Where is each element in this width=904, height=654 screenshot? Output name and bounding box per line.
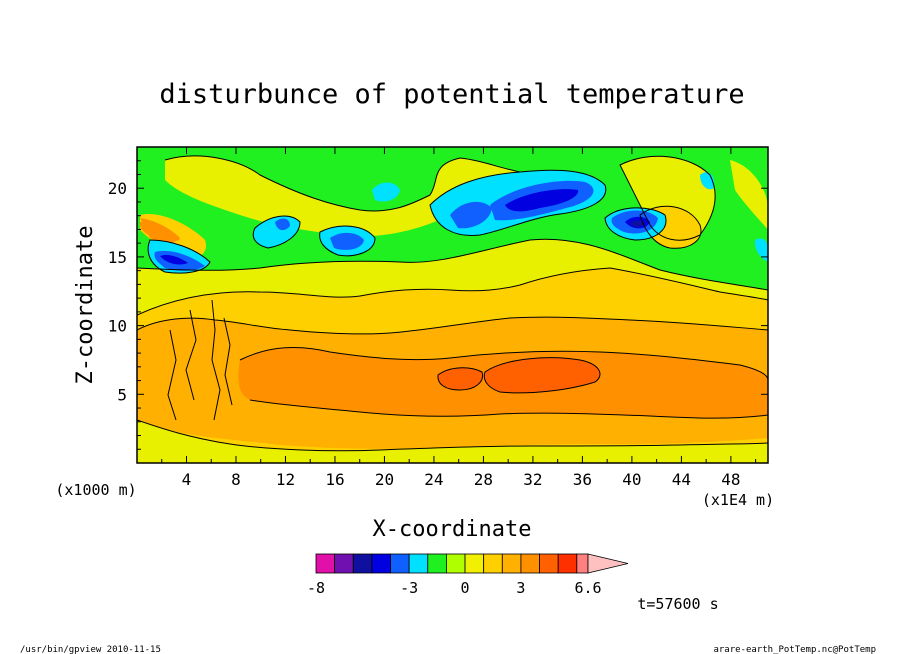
y-axis: 5 10 15 20 [108, 160, 768, 450]
colorbar-swatch [539, 553, 559, 574]
x-tick-label: 28 [474, 470, 493, 489]
colorbar-swatch [446, 553, 466, 574]
contour-field [137, 147, 768, 463]
y-tick-label: 5 [117, 385, 127, 404]
y-axis-label: Z-coordinate [73, 226, 98, 385]
x-axis-label: X-coordinate [373, 517, 532, 542]
colorbar-swatch [464, 553, 485, 574]
colorbar-swatch [501, 553, 522, 574]
y-unit-label: (x1000 m) [55, 481, 136, 499]
colorbar-swatch [576, 553, 589, 574]
chart-title: disturbunce of potential temperature [159, 79, 744, 110]
x-tick-label: 40 [622, 470, 641, 489]
x-axis: 4 8 12 16 20 24 28 32 36 40 44 48 [161, 147, 757, 489]
colorbar-swatch [483, 553, 503, 574]
colorbar-swatch [520, 553, 540, 574]
colorbar-swatch [390, 553, 410, 574]
x-unit-label: (x1E4 m) [702, 491, 774, 509]
plot-frame [136, 146, 769, 464]
colorbar-swatch [334, 553, 354, 574]
x-tick-label: 32 [523, 470, 542, 489]
x-tick-label: 24 [424, 470, 443, 489]
x-tick-label: 44 [672, 470, 691, 489]
x-tick-label: 4 [182, 470, 192, 489]
x-tick-label: 16 [325, 470, 344, 489]
colorbar-swatch [352, 553, 373, 574]
colorbar-tick-label: 3 [516, 579, 525, 597]
colorbar-tick-label: -8 [307, 579, 325, 597]
colorbar-tick-label: 0 [461, 579, 470, 597]
colorbar-swatch [371, 553, 391, 574]
x-tick-label: 12 [276, 470, 295, 489]
colorbar-swatch [557, 553, 578, 574]
colorbar-tick-label: -3 [400, 579, 418, 597]
y-tick-label: 15 [108, 248, 127, 267]
colorbar-swatch [427, 553, 447, 574]
y-tick-label: 10 [108, 317, 127, 336]
colorbar-swatch [315, 553, 336, 574]
colorbar: -8 -3 0 3 6.6 [307, 553, 629, 597]
colorbar-tick-label: 6.6 [574, 579, 601, 597]
colorbar-arrow [587, 553, 629, 574]
footer-right: arare-earth_PotTemp.nc@PotTemp [713, 645, 876, 654]
footer-left: /usr/bin/gpview 2010-11-15 [20, 645, 161, 654]
x-tick-label: 8 [231, 470, 241, 489]
time-label: t=57600 s [637, 595, 718, 613]
x-tick-label: 20 [375, 470, 394, 489]
colorbar-swatch [408, 553, 429, 574]
y-tick-label: 20 [108, 179, 127, 198]
x-tick-label: 36 [573, 470, 592, 489]
x-tick-label: 48 [721, 470, 740, 489]
